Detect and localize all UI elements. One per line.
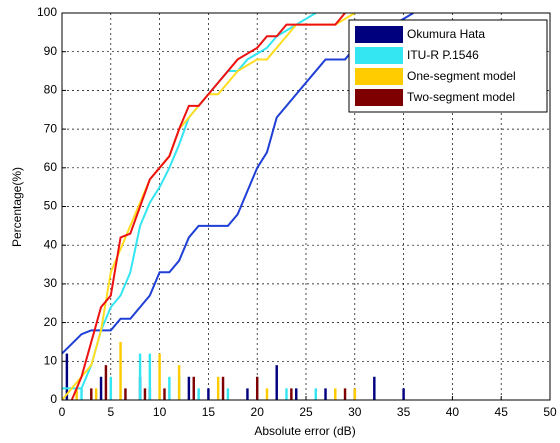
y-axis-label: Percentage(%): [10, 167, 24, 247]
legend-swatch: [355, 47, 403, 64]
x-tick-label: 15: [202, 405, 216, 419]
histogram-bar: [197, 388, 200, 400]
x-tick-label: 25: [299, 405, 313, 419]
histogram-bar: [314, 388, 317, 400]
histogram-bar: [109, 376, 113, 400]
histogram-bar: [265, 388, 269, 400]
histogram-bar: [148, 353, 152, 400]
x-tick-label: 5: [107, 405, 114, 419]
histogram-bar: [295, 388, 298, 400]
cdf-line: [62, 13, 356, 400]
x-tick-label: 50: [543, 405, 557, 419]
histogram-bar: [119, 341, 122, 400]
y-tick-label: 0: [50, 392, 57, 406]
x-tick-label: 40: [446, 405, 460, 419]
lines: [62, 13, 414, 400]
x-tick-label: 20: [251, 405, 265, 419]
histogram-bar: [290, 388, 293, 400]
legend-label: ITU-R P.1546: [407, 48, 479, 62]
plot-frame: [61, 12, 551, 401]
x-tick-label: 0: [59, 405, 66, 419]
histogram-bar: [177, 365, 181, 400]
y-tick-label: 70: [44, 121, 58, 135]
histogram-bar: [221, 376, 225, 400]
y-tick-label: 80: [44, 83, 58, 97]
histogram-bar: [334, 388, 337, 400]
y-tick-label: 90: [44, 44, 58, 58]
x-tick-label: 30: [348, 405, 362, 419]
legend-swatch: [355, 26, 403, 43]
x-tick-label: 45: [495, 405, 509, 419]
histogram-bar: [324, 388, 327, 400]
histogram-bar: [373, 376, 376, 400]
x-tick-label: 10: [153, 405, 167, 419]
histogram-bar: [285, 388, 288, 400]
x-axis-label: Absolute error (dB): [254, 424, 355, 438]
histogram-bar: [168, 376, 171, 400]
histogram-bar: [207, 388, 210, 400]
y-tick-label: 30: [44, 276, 58, 290]
y-tick-label: 60: [44, 160, 58, 174]
y-tick-label: 40: [44, 237, 58, 251]
histogram-bar: [124, 388, 127, 400]
histogram-bar: [187, 376, 191, 400]
cdf-line: [62, 13, 414, 355]
histogram-bar: [80, 388, 83, 400]
histogram-bar: [65, 353, 69, 400]
legend-label: Okumura Hata: [407, 27, 485, 41]
histogram-bar: [94, 388, 98, 400]
histogram-bar: [99, 376, 103, 400]
y-tick-label: 20: [44, 315, 58, 329]
histogram-bar: [158, 353, 161, 400]
histogram-bar: [163, 388, 166, 400]
legend-label: Two-segment model: [407, 90, 515, 104]
legend-swatch: [355, 68, 403, 85]
y-tick-label: 100: [37, 5, 57, 19]
histogram-bar: [226, 388, 230, 400]
cdf-line: [70, 13, 346, 400]
histogram-bar: [104, 365, 108, 400]
histogram-bar: [75, 388, 78, 400]
histogram-bar: [255, 376, 259, 400]
x-tick-label: 35: [397, 405, 411, 419]
cdf-line: [62, 13, 317, 390]
histogram-bar: [192, 376, 195, 400]
y-tick-label: 10: [44, 353, 58, 367]
histogram-bar: [275, 365, 278, 400]
histogram-bar: [402, 388, 405, 400]
histogram-bar: [353, 388, 357, 400]
legend-label: One-segment model: [407, 69, 516, 83]
histogram-bar: [343, 388, 347, 400]
histogram-bar: [246, 388, 249, 400]
y-tick-label: 50: [44, 199, 58, 213]
legend-swatch: [355, 89, 403, 106]
histogram-bar: [216, 376, 220, 400]
histogram-bar: [138, 353, 142, 400]
histogram-bar: [143, 388, 147, 400]
histogram-bar: [90, 388, 93, 400]
